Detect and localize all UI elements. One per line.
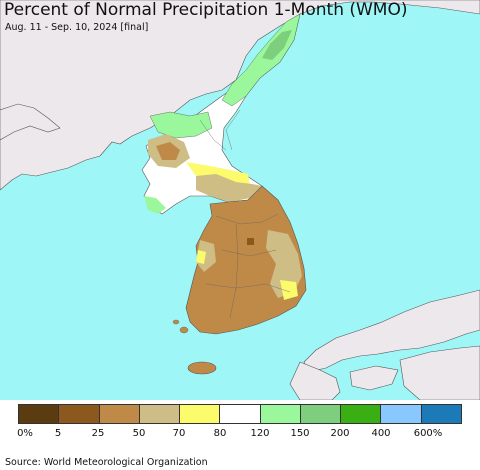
sk-tan-west xyxy=(196,240,216,272)
precipitation-map xyxy=(0,0,480,400)
legend-tick-10: 600% xyxy=(413,428,443,439)
admin-boundaries xyxy=(199,109,291,319)
nk-green-area xyxy=(221,13,301,107)
legend-tick-8: 200 xyxy=(330,428,350,439)
legend-tick-4: 70 xyxy=(172,428,186,439)
small-island-1 xyxy=(179,326,189,334)
legend-bar xyxy=(18,404,462,424)
legend-swatch-8 xyxy=(341,405,382,423)
ocean xyxy=(0,0,480,400)
legend-swatch-1 xyxy=(59,405,100,423)
map-title: Percent of Normal Precipitation 1-Month … xyxy=(4,0,408,20)
nk-yellow-area xyxy=(186,162,250,192)
nk-brown-area xyxy=(156,142,180,160)
japan-honshu xyxy=(303,289,480,373)
jeju-island xyxy=(187,361,217,375)
nk-darkgreen-area xyxy=(262,30,292,60)
sk-dark-spot xyxy=(247,238,254,245)
small-island-2 xyxy=(172,319,180,325)
legend-tick-7: 150 xyxy=(290,428,310,439)
legend-tick-3: 50 xyxy=(132,428,146,439)
liaodong-peninsula xyxy=(0,103,61,141)
sk-tan-east xyxy=(266,230,302,298)
legend-swatch-6 xyxy=(260,405,301,423)
japan-honshu-south xyxy=(399,345,480,400)
nk-green-southwest xyxy=(144,196,166,214)
north-korea xyxy=(141,13,301,215)
legend-tick-9: 400 xyxy=(371,428,391,439)
nk-tan-south xyxy=(196,174,262,202)
sk-yellow-west xyxy=(196,250,206,264)
legend-swatch-5 xyxy=(220,405,261,423)
legend-swatch-0 xyxy=(19,405,60,423)
south-korea xyxy=(185,185,307,335)
map-subtitle: Aug. 11 - Sep. 10, 2024 [final] xyxy=(5,22,149,33)
japan-shikoku xyxy=(349,365,399,391)
legend-swatch-3 xyxy=(139,405,181,423)
legend-swatch-10 xyxy=(421,405,461,423)
legend-swatch-2 xyxy=(99,405,140,423)
legend-tick-1: 5 xyxy=(54,428,62,439)
legend-swatch-4 xyxy=(180,405,221,423)
legend-swatch-9 xyxy=(381,405,422,423)
sk-yellow-southeast xyxy=(280,280,298,300)
source-credit: Source: World Meteorological Organizatio… xyxy=(5,457,208,468)
nk-green-west xyxy=(149,111,213,139)
legend-tick-0: 0% xyxy=(17,428,33,439)
nk-tan-area xyxy=(148,134,190,168)
legend-tick-5: 80 xyxy=(213,428,227,439)
legend-tick-2: 25 xyxy=(91,428,105,439)
japan-kyushu xyxy=(289,361,341,400)
legend-swatch-7 xyxy=(300,405,342,423)
legend-tick-6: 120 xyxy=(250,428,270,439)
